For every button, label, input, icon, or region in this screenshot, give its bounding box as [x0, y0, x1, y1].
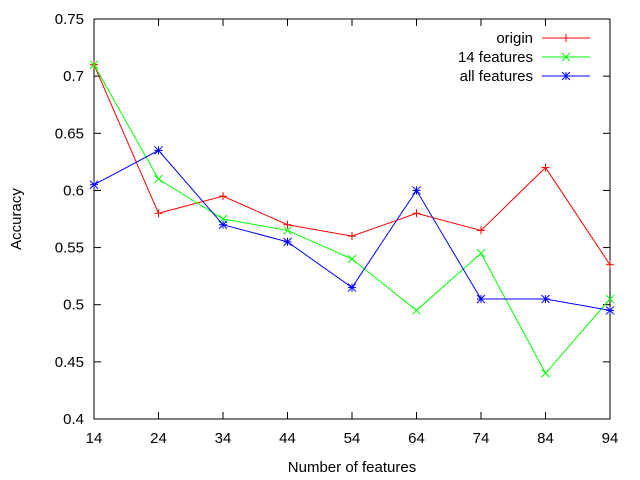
legend-marker-d2 — [561, 52, 571, 62]
data-point-mark-d2 — [412, 186, 421, 195]
data-point-mark-d2 — [541, 368, 550, 378]
data-point-mark-d2 — [347, 283, 357, 292]
x-tick-label: 44 — [279, 430, 296, 447]
legend-label: origin — [496, 30, 533, 47]
data-point-mark-d2 — [218, 220, 228, 230]
series-0 — [90, 60, 614, 269]
y-tick-label: 0.75 — [55, 11, 84, 28]
x-tick-label: 94 — [602, 430, 619, 447]
x-tick-label: 54 — [344, 430, 361, 447]
x-tick-label: 24 — [150, 430, 167, 447]
data-point — [348, 232, 356, 241]
y-tick-label: 0.45 — [55, 354, 84, 371]
data-point — [219, 192, 227, 201]
legend-marker-d2 — [561, 71, 571, 81]
data-point — [477, 226, 485, 235]
data-point-mark-d2 — [541, 294, 550, 304]
data-point-mark-d2 — [605, 294, 615, 304]
data-point-mark-d2 — [347, 254, 357, 264]
data-point-mark-d2 — [154, 146, 163, 155]
data-point — [412, 306, 421, 315]
data-point-mark-d2 — [476, 294, 486, 304]
y-tick-label: 0.4 — [63, 411, 84, 428]
data-point — [283, 220, 292, 229]
legend-label: 14 features — [458, 49, 533, 66]
y-tick-label: 0.6 — [63, 182, 84, 199]
data-point-mark-d2 — [89, 60, 99, 70]
data-point-mark-d2 — [476, 248, 486, 258]
data-point — [541, 368, 550, 378]
legend-entry: 14 features — [458, 49, 590, 66]
legend-label: all features — [460, 68, 533, 85]
data-point-mark-d2 — [283, 226, 292, 235]
data-point-mark-d2 — [89, 180, 99, 190]
legend: origin 14 features all features — [458, 30, 590, 85]
data-point-mark-d2 — [605, 306, 615, 315]
data-point — [605, 306, 615, 315]
data-point — [412, 186, 421, 195]
series-2 — [89, 146, 615, 315]
data-point-mark-d2 — [283, 237, 292, 247]
data-point — [347, 254, 357, 264]
data-point — [476, 248, 486, 258]
data-point — [606, 260, 614, 269]
data-point — [412, 209, 421, 218]
x-axis-label: Number of features — [288, 459, 416, 476]
data-point-mark-d2 — [412, 306, 421, 315]
y-tick-label: 0.55 — [55, 240, 84, 257]
data-point — [154, 146, 163, 155]
x-tick-label: 34 — [215, 430, 232, 447]
data-point — [154, 174, 163, 184]
data-point — [89, 60, 99, 70]
data-point — [347, 283, 357, 292]
data-point — [218, 220, 228, 230]
legend-entry: origin — [496, 30, 590, 47]
x-tick-label: 74 — [473, 430, 490, 447]
x-tick-label: 84 — [537, 430, 554, 447]
y-axis-label: Accuracy — [8, 188, 25, 250]
data-point — [154, 209, 163, 218]
y-tick-label: 0.65 — [55, 125, 84, 142]
x-tick-label: 64 — [408, 430, 425, 447]
data-point — [283, 237, 292, 247]
y-tick-label: 0.5 — [63, 297, 84, 314]
data-point-mark-d2 — [154, 174, 163, 184]
data-point — [605, 294, 615, 304]
x-tick-label: 14 — [86, 430, 103, 447]
legend-entry: all features — [460, 68, 590, 85]
data-point — [476, 294, 486, 304]
data-point — [541, 163, 550, 172]
axes: 14 24 34 44 54 64 74 84 94 0.4 0.45 0.5 0.55 0.6 0.65 0… — [55, 11, 619, 447]
series-line — [93, 64, 611, 375]
series-1 — [89, 60, 615, 378]
y-tick-label: 0.7 — [63, 68, 84, 85]
data-point — [89, 180, 99, 190]
series-layer — [89, 60, 615, 378]
data-point — [541, 294, 550, 304]
data-point — [283, 226, 292, 235]
